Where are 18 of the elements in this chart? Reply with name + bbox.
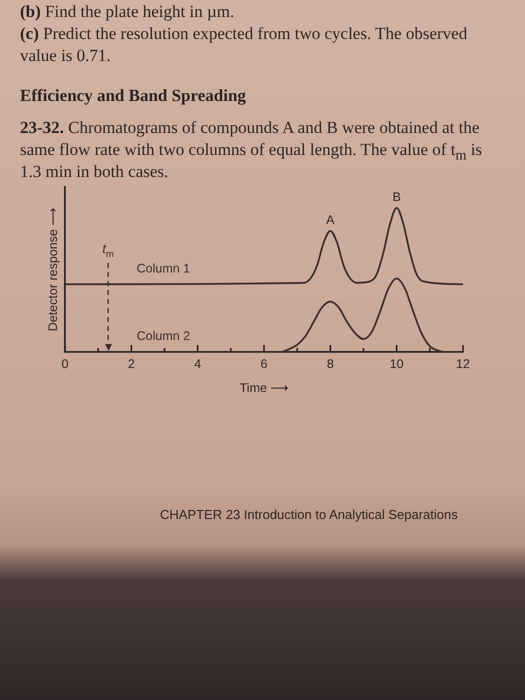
text: 23-32. Chromatograms of compounds A and B were obtained at the same flow rate with two columns of equal length. The value of t$_{m}$ is 1.3 min in both cases. <box>20 118 482 181</box>
text: CHAPTER 23 Introduction to Analytical Separations <box>160 507 458 522</box>
y-axis-title: Detector response ⟶ <box>46 208 60 332</box>
x-tick-label: 2 <box>128 356 135 371</box>
chart-title: Efficiency and Band Spreading <box>20 85 247 107</box>
text: (c) Predict the resolution expected from two cycles. The observed value is 0.71. <box>20 24 468 65</box>
annotation: A <box>326 212 336 227</box>
text: (b) Find the plate height in µm. <box>20 2 234 21</box>
x-tick-label: 6 <box>260 356 268 371</box>
series-label: Column 1 <box>136 261 190 276</box>
annotation: B <box>392 190 401 204</box>
x-tick-label: 12 <box>456 356 470 371</box>
x-tick-label: 4 <box>194 356 202 371</box>
series-label: Column 2 <box>136 329 190 344</box>
x-tick-label: 8 <box>326 356 334 371</box>
x-tick-label: 10 <box>390 356 404 371</box>
x-tick-label: 0 <box>62 356 69 371</box>
x-axis-title: Time ⟶ <box>240 380 288 395</box>
